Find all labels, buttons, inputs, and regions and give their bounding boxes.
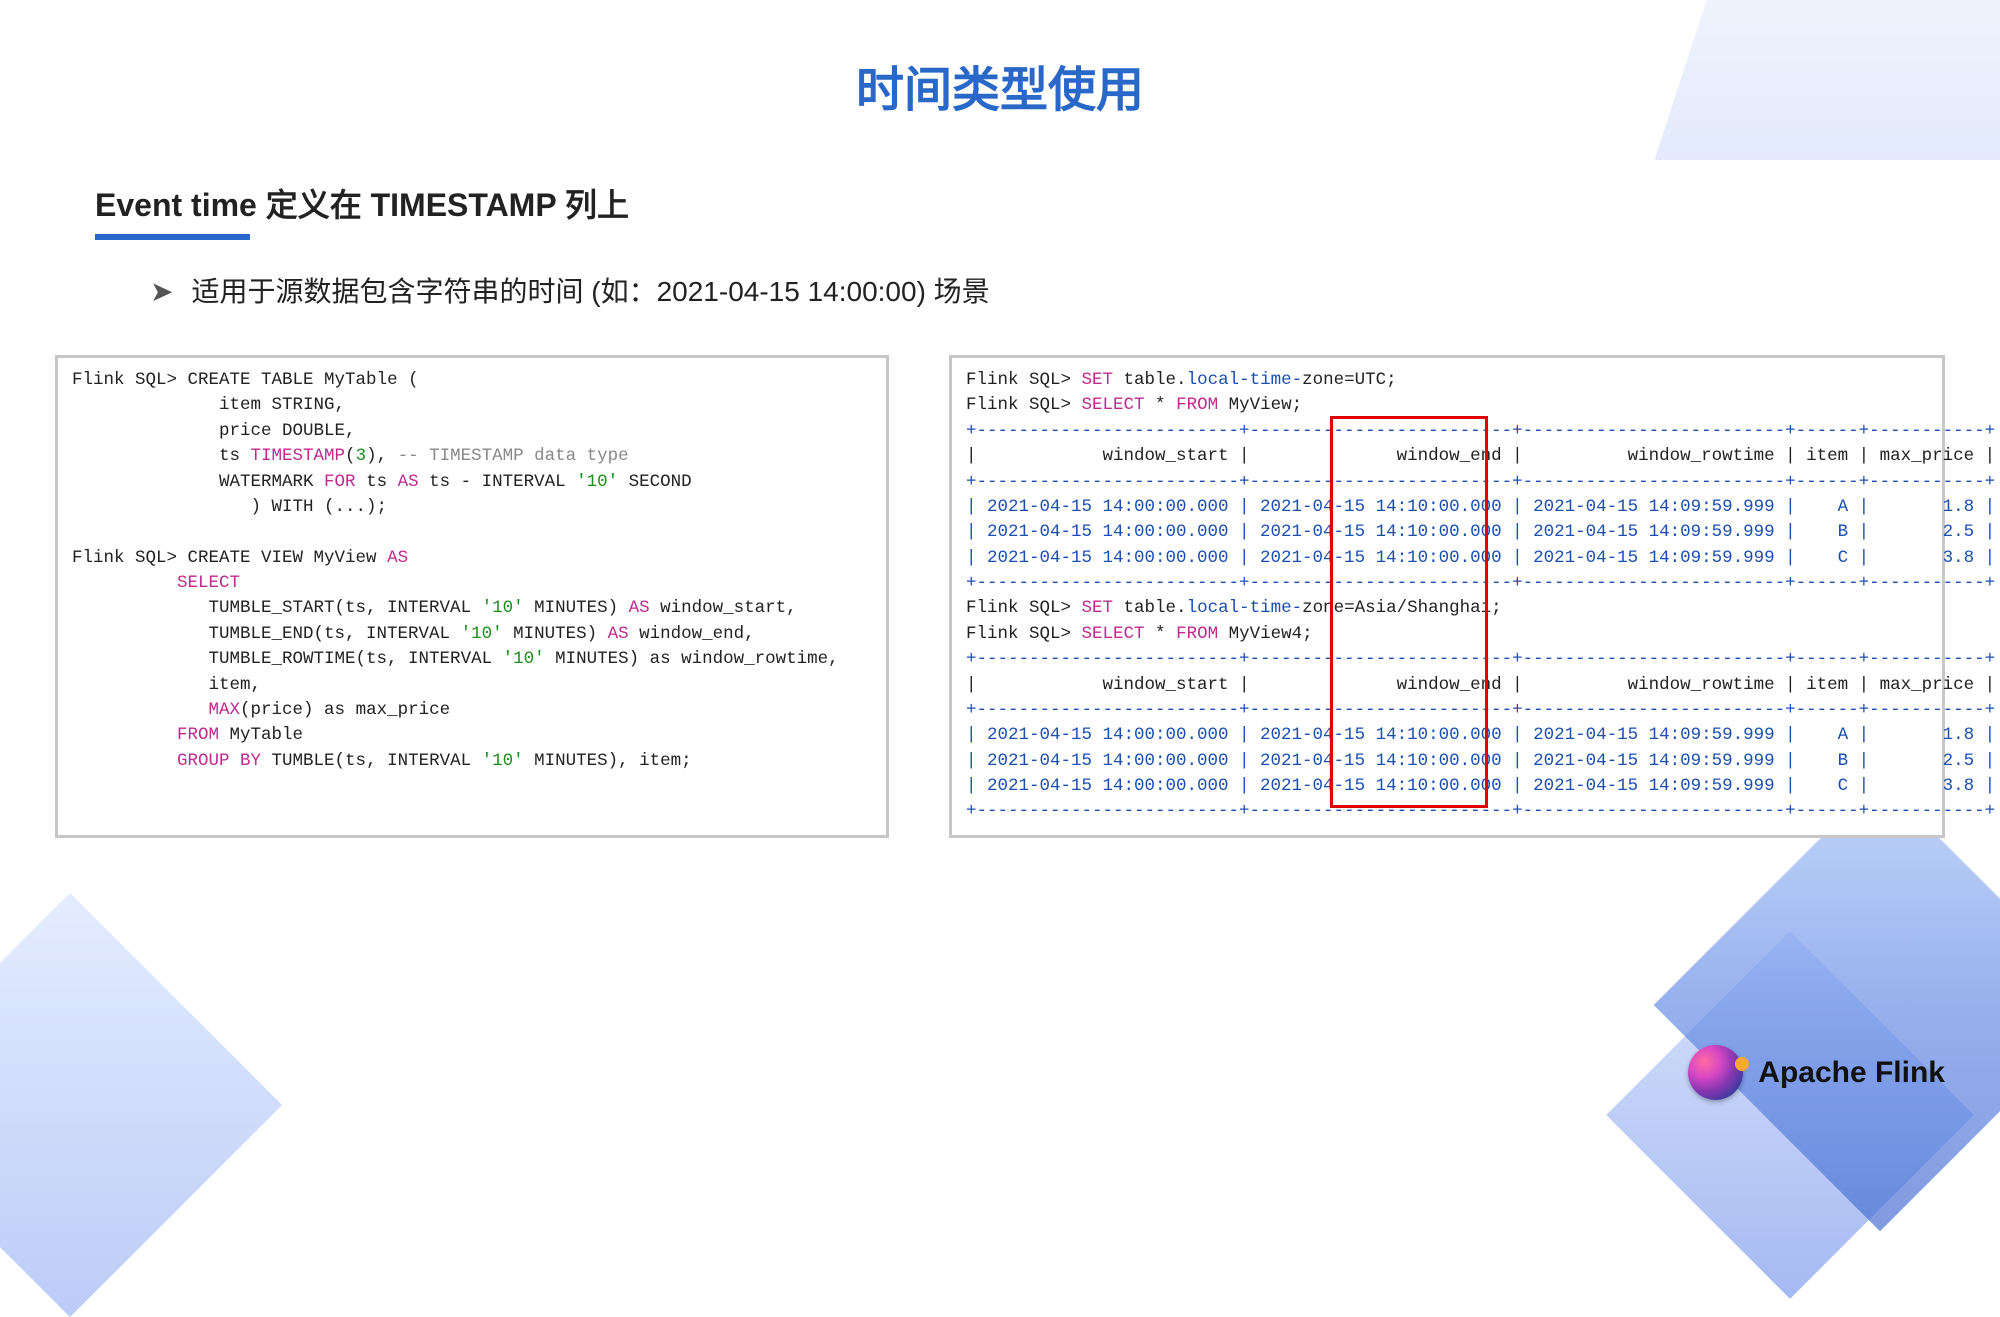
subtitle-underline xyxy=(95,234,250,240)
bg-decoration xyxy=(0,893,282,1317)
flink-logo-icon xyxy=(1688,1045,1743,1100)
bullet-point: ➤ 适用于源数据包含字符串的时间 (如：2021-04-15 14:00:00) … xyxy=(150,270,2000,310)
slide-subtitle: Event time 定义在 TIMESTAMP 列上 xyxy=(95,180,2000,226)
code-block-left: Flink SQL> CREATE TABLE MyTable ( item S… xyxy=(72,368,872,774)
footer-text: Apache Flink xyxy=(1758,1056,1945,1090)
bg-decoration xyxy=(1606,931,1974,1299)
bullet-text: 适用于源数据包含字符串的时间 (如：2021-04-15 14:00:00) 场… xyxy=(191,276,989,307)
footer: Apache Flink xyxy=(1688,1045,1945,1100)
code-panel-right: Flink SQL> SET table.local-time-zone=UTC… xyxy=(949,355,1945,838)
code-panel-left: Flink SQL> CREATE TABLE MyTable ( item S… xyxy=(55,355,889,838)
code-block-right: Flink SQL> SET table.local-time-zone=UTC… xyxy=(966,368,1928,825)
bullet-arrow-icon: ➤ xyxy=(150,276,173,307)
slide-title: 时间类型使用 xyxy=(0,0,2000,120)
